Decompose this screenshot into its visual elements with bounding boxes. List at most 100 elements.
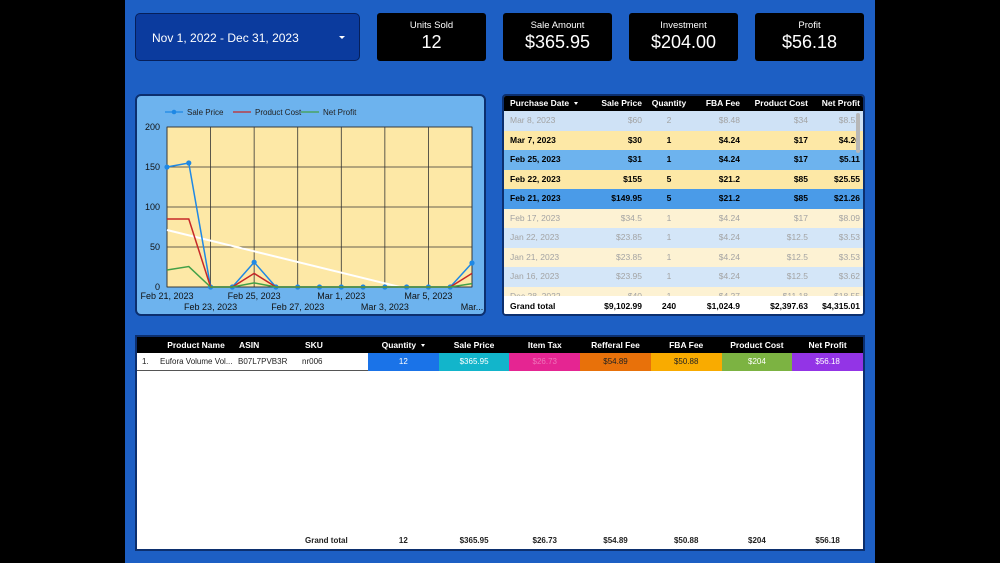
- series-line: [166, 265, 473, 288]
- table-row[interactable]: Feb 21, 2023 $149.95 5 $21.2 $85 $21.26: [504, 189, 863, 209]
- table-cell: $85: [793, 173, 808, 184]
- table-cell: B07L7PVB3R: [238, 357, 288, 366]
- table-header: Purchase Date Sale Price Quantity FBA Fee Pr…: [504, 96, 863, 111]
- table-cell: $25.55: [834, 173, 860, 184]
- trendline: [166, 229, 401, 288]
- table-cell: $31: [627, 154, 642, 164]
- table-cell: $56.18: [792, 353, 863, 371]
- grand-total-cell: $54.89: [603, 536, 628, 545]
- column-header[interactable]: Purchase Date: [510, 96, 590, 111]
- table-cell: 1: [666, 232, 672, 242]
- scorecard-value: $365.95: [524, 32, 591, 52]
- table-cell: $4.24: [718, 271, 740, 281]
- table-cell: $18.55: [834, 290, 860, 297]
- scorecard: Sale Amount $365.95: [503, 13, 612, 61]
- table-body: Mar 8, 2023 $60 2 $8.48 $34 $8.52 Mar 7, 2023 $…: [504, 111, 863, 296]
- table-row[interactable]: Jan 22, 2023 $23.85 1 $4.24 $12.5 $3.53: [504, 228, 863, 248]
- scorecard-label: Profit: [798, 20, 821, 31]
- table-cell: $4.24: [718, 251, 740, 262]
- table-row[interactable]: Jan 21, 2023 $23.85 1 $4.24 $12.5 $3.53: [504, 247, 863, 267]
- table-row[interactable]: 1. Eufora Volume Vol... B07L7PVB3R nr006 12 $…: [137, 353, 863, 371]
- x-tick-label: Mar 3, 2023: [361, 302, 409, 312]
- column-header[interactable]: Sale Price: [601, 98, 642, 108]
- data-point: [251, 259, 257, 265]
- column-header[interactable]: Quantity: [368, 337, 439, 353]
- column-header[interactable]: Product Cost: [754, 98, 808, 108]
- table-cell: $40: [627, 290, 642, 297]
- legend-label: Net Profit: [323, 108, 357, 117]
- column-header[interactable]: ASIN: [239, 340, 260, 350]
- table-cell: Feb 22, 2023: [510, 173, 561, 184]
- scorecard-value: 12: [421, 32, 442, 52]
- column-header[interactable]: Refferal Fee: [591, 340, 640, 350]
- column-header[interactable]: FBA Fee: [705, 98, 740, 108]
- table-row[interactable]: Mar 8, 2023 $60 2 $8.48 $34 $8.52: [504, 111, 863, 131]
- y-tick-label: 0: [155, 282, 160, 292]
- x-tick-label: Feb 21, 2023: [140, 291, 193, 301]
- table-cell: $365.95: [438, 353, 510, 371]
- purchases-table: Purchase Date Sale Price Quantity FBA Fee Pr…: [502, 94, 865, 316]
- table-row[interactable]: Jan 16, 2023 $23.95 1 $4.24 $12.5 $3.62: [504, 267, 863, 287]
- table-cell: $4.24: [718, 212, 740, 223]
- table-cell: $21.2: [718, 173, 740, 184]
- scorecard-value: $204.00: [650, 32, 717, 52]
- table-cell: $4.24: [718, 154, 740, 164]
- dropdown-caret[interactable]: [339, 36, 345, 39]
- table-cell: 1: [666, 251, 672, 262]
- data-point: [469, 260, 475, 266]
- grand-total-cell: 12: [398, 536, 408, 545]
- column-header[interactable]: Sale Price: [453, 340, 495, 350]
- column-header[interactable]: Net Profit: [821, 98, 860, 108]
- table-cell: $8.52: [838, 115, 860, 125]
- table-cell: $5.11: [839, 154, 860, 164]
- table-cell: $4.27: [718, 290, 740, 297]
- table-cell: Mar 7, 2023: [510, 134, 556, 145]
- x-tick-label: Mar 1, 2023: [317, 291, 365, 301]
- line-chart-panel: 0 50 100 150 200 Feb 21, 2023 Feb 23, 2023 Feb …: [135, 94, 486, 316]
- y-tick-label: 200: [145, 122, 160, 132]
- table-row[interactable]: Mar 7, 2023 $30 1 $4.24 $17 $4.26: [504, 130, 863, 150]
- table-cell: $8.48: [718, 115, 740, 125]
- table-cell: $34.5: [620, 212, 642, 223]
- table-cell: $17: [793, 134, 808, 145]
- table-cell: 1: [666, 271, 672, 281]
- table-cell: Jan 21, 2023: [510, 251, 560, 262]
- x-tick-label: Feb 23, 2023: [184, 302, 237, 312]
- table-row[interactable]: Feb 25, 2023 $31 1 $4.24 $17 $5.11: [504, 150, 863, 170]
- column-header[interactable]: Quantity: [651, 98, 687, 108]
- column-header[interactable]: Net Profit: [808, 340, 847, 350]
- table-cell: $204: [721, 353, 793, 371]
- x-tick-label: Feb 27, 2023: [271, 302, 324, 312]
- table-row[interactable]: Feb 22, 2023 $155 5 $21.2 $85 $25.55: [504, 169, 863, 189]
- table-cell: 1: [666, 154, 672, 164]
- grand-total-cell: $204: [748, 536, 766, 545]
- column-header[interactable]: SKU: [305, 340, 323, 350]
- table-row[interactable]: Feb 17, 2023 $34.5 1 $4.24 $17 $8.09: [504, 208, 863, 228]
- scrollbar[interactable]: [856, 113, 860, 153]
- table-cell: Dec 28, 2022: [510, 290, 561, 297]
- legend-label: Product Cost: [255, 108, 302, 117]
- table-cell: $4.24: [718, 232, 740, 242]
- table-cell: Mar 8, 2023: [510, 115, 556, 125]
- column-header[interactable]: Item Tax: [527, 340, 562, 350]
- grand-total-label: Grand total: [305, 536, 348, 545]
- date-range-picker[interactable]: Nov 1, 2022 - Dec 31, 2023: [135, 13, 360, 61]
- legend-label: Sale Price: [187, 108, 224, 117]
- table-row[interactable]: Dec 28, 2022 $40 1 $4.27 $11.18 $18.55: [504, 286, 863, 297]
- table-cell: Feb 17, 2023: [510, 212, 561, 223]
- column-header[interactable]: Product Name: [167, 340, 225, 350]
- table-cell: $21.26: [834, 193, 860, 203]
- scorecard-label: Units Sold: [409, 20, 454, 31]
- column-header[interactable]: Product Cost: [730, 340, 784, 350]
- data-point: [186, 160, 192, 166]
- table-cell: Jan 16, 2023: [510, 271, 560, 281]
- table-cell: $12.5: [786, 251, 808, 262]
- table-cell: $23.95: [616, 271, 642, 281]
- grand-total-cell: Grand total: [510, 301, 556, 311]
- y-tick-label: 50: [150, 242, 160, 252]
- column-header[interactable]: FBA Fee: [669, 340, 704, 350]
- table-cell: $85: [793, 193, 808, 203]
- table-cell: 5: [666, 173, 672, 184]
- date-range-text[interactable]: Nov 1, 2022 - Dec 31, 2023: [152, 31, 299, 45]
- products-table: Product Name ASIN SKU Quantity Sale Price Ite…: [135, 335, 865, 551]
